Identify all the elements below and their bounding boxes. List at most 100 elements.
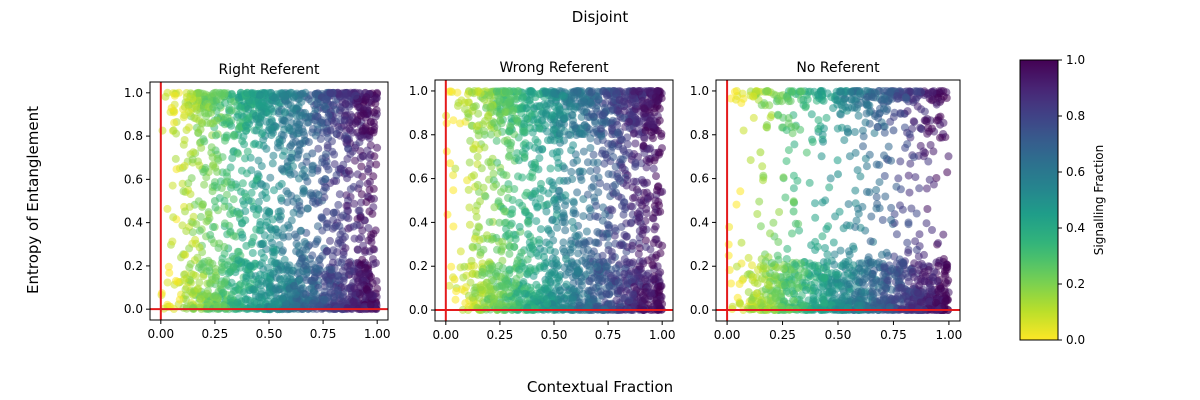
scatter-point (652, 235, 661, 244)
scatter-point (341, 92, 350, 101)
scatter-point (612, 269, 621, 278)
scatter-point (630, 282, 639, 291)
scatter-point (360, 216, 369, 225)
scatter-point (480, 127, 489, 136)
scatter-point (298, 111, 306, 120)
scatter-point (485, 218, 494, 227)
scatter-point (549, 125, 558, 134)
scatter-point (483, 231, 491, 240)
scatter-point (254, 197, 263, 206)
scatter-point (258, 240, 267, 249)
scatter-point (185, 244, 194, 253)
scatter-point (593, 158, 602, 167)
scatter-point (350, 234, 359, 243)
scatter-point (581, 254, 590, 262)
scatter-point (189, 148, 198, 157)
scatter-point (604, 139, 613, 148)
scatter-point (911, 173, 920, 182)
scatter-point (370, 122, 379, 131)
scatter-point (473, 152, 482, 161)
scatter-point (619, 145, 627, 154)
scatter-point (238, 218, 247, 227)
scatter-point (329, 119, 338, 128)
scatter-point (647, 128, 656, 137)
scatter-point (515, 265, 524, 274)
scatter-point (271, 284, 280, 293)
scatter-point (195, 243, 204, 252)
scatter-point (498, 282, 507, 291)
scatter-point (830, 250, 839, 259)
scatter-point (554, 163, 563, 172)
scatter-point (614, 128, 622, 137)
scatter-point (724, 251, 733, 260)
scatter-point (499, 170, 508, 179)
scatter-point (234, 247, 243, 256)
scatter-point (922, 219, 931, 228)
scatter-point (349, 222, 358, 231)
scatter-point (274, 299, 283, 308)
scatter-point (737, 238, 746, 247)
scatter-point (629, 87, 638, 95)
y-tick-label: 0.6 (409, 172, 428, 186)
scatter-point (513, 87, 522, 96)
scatter-point (274, 265, 283, 274)
scatter-point (351, 119, 360, 127)
scatter-point (283, 265, 292, 274)
x-tick-label: 0.50 (256, 327, 283, 341)
scatter-point (343, 174, 352, 183)
scatter-point (550, 196, 558, 205)
scatter-point (542, 106, 551, 114)
scatter-point (284, 189, 292, 198)
scatter-point (496, 116, 505, 125)
scatter-point (257, 249, 266, 257)
scatter-point (195, 278, 204, 287)
scatter-point (334, 239, 342, 248)
scatter-point (194, 284, 202, 293)
scatter-point (193, 253, 202, 262)
scatter-point (592, 104, 600, 113)
scatter-point (515, 222, 524, 231)
scatter-point (317, 116, 326, 125)
scatter-point (227, 89, 236, 98)
scatter-point (580, 238, 589, 247)
scatter-point (197, 118, 206, 127)
scatter-point (370, 194, 378, 203)
scatter-point (179, 140, 188, 149)
scatter-point (220, 202, 229, 211)
scatter-point (332, 130, 341, 138)
scatter-point (651, 222, 660, 231)
scatter-point (185, 123, 193, 132)
y-tick-label: 0.0 (409, 303, 428, 317)
scatter-point (763, 123, 771, 132)
panel-title: Wrong Referent (499, 60, 609, 76)
scatter-point (212, 88, 221, 97)
scatter-point (333, 286, 342, 295)
scatter-point (487, 130, 495, 139)
scatter-point (349, 182, 358, 191)
scatter-point (242, 241, 251, 250)
scatter-point (275, 241, 284, 249)
scatter-point (216, 177, 225, 186)
scatter-point (240, 281, 249, 290)
scatter-point (373, 143, 382, 152)
scatter-point (880, 151, 888, 160)
scatter-point (460, 262, 469, 271)
scatter-point (494, 197, 503, 206)
scatter-point (308, 251, 317, 260)
scatter-point (226, 210, 235, 219)
scatter-point (602, 289, 611, 298)
scatter-point (295, 146, 304, 155)
scatter-point (821, 244, 829, 252)
scatter-point (473, 180, 482, 189)
scatter-point (314, 144, 323, 153)
scatter-point (343, 262, 352, 271)
scatter-point (200, 180, 209, 189)
scatter-point (449, 171, 458, 180)
scatter-point (341, 232, 349, 241)
scatter-point (351, 91, 360, 100)
scatter-point (237, 166, 246, 175)
scatter-point (265, 118, 274, 127)
scatter-point (555, 176, 564, 185)
scatter-point (274, 139, 282, 148)
